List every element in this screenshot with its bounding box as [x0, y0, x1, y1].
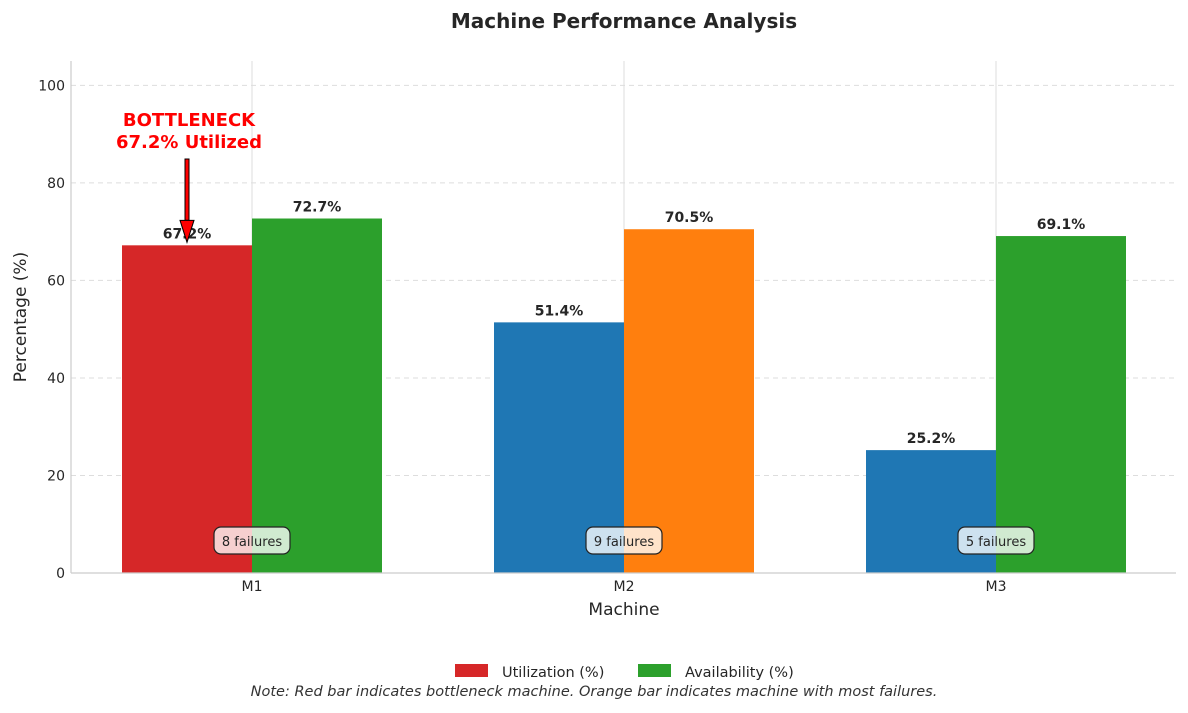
- failure-badge: 5 failures: [957, 526, 1035, 555]
- footnote: Note: Red bar indicates bottleneck machi…: [250, 684, 938, 700]
- legend-label: Utilization (%): [502, 665, 604, 681]
- axes: [70, 61, 1176, 574]
- y-axis-label: Percentage (%): [11, 252, 31, 382]
- legend-label: Availability (%): [685, 665, 794, 681]
- tick-labels: 0 20 40 60 80 100 M1 M2 M3: [38, 78, 1006, 595]
- failure-badge: 9 failures: [585, 526, 663, 555]
- failure-badge-label: 9 failures: [594, 535, 654, 550]
- legend: Utilization (%) Availability (%): [455, 664, 794, 681]
- data-labels: 67.2%51.4%25.2%72.7%70.5%69.1%: [163, 200, 1086, 448]
- y-tick-label: 40: [47, 371, 65, 387]
- failure-badge: 8 failures: [213, 526, 291, 555]
- failure-badges: 8 failures 9 failures 5 failures: [213, 526, 1035, 555]
- annotation-arrow-shaft: [184, 158, 190, 221]
- annotation-arrow-head: [179, 219, 195, 244]
- legend-swatch: [455, 664, 488, 677]
- bar: [624, 229, 754, 573]
- x-tick-label: M3: [986, 579, 1007, 595]
- bar-value-label: 72.7%: [293, 200, 342, 216]
- x-tick-label: M1: [242, 579, 263, 595]
- y-tick-label: 60: [47, 273, 65, 289]
- annotation-text: BOTTLENECK: [123, 110, 256, 131]
- bar: [996, 236, 1126, 573]
- y-tick-label: 0: [56, 566, 65, 582]
- bar-value-label: 51.4%: [535, 303, 584, 319]
- legend-swatch: [638, 664, 671, 677]
- bar: [122, 245, 252, 573]
- failure-badge-box: [957, 526, 1035, 555]
- x-tick-label: M2: [614, 579, 635, 595]
- failure-badge-label: 8 failures: [222, 535, 282, 550]
- bar-value-label: 70.5%: [665, 210, 714, 226]
- bar-value-label: 25.2%: [907, 431, 956, 447]
- y-tick-label: 20: [47, 468, 65, 484]
- bar: [252, 218, 382, 573]
- annotation-text: 67.2% Utilized: [116, 132, 262, 153]
- failure-badge-label: 5 failures: [966, 535, 1026, 550]
- chart-title: Machine Performance Analysis: [451, 9, 797, 33]
- failure-badge-box: [585, 526, 663, 555]
- x-axis-label: Machine: [588, 600, 659, 620]
- bar-value-label: 69.1%: [1037, 217, 1086, 233]
- bars: [122, 218, 1126, 573]
- failure-badge-box: [213, 526, 291, 555]
- y-tick-label: 80: [47, 176, 65, 192]
- y-tick-label: 100: [38, 78, 65, 94]
